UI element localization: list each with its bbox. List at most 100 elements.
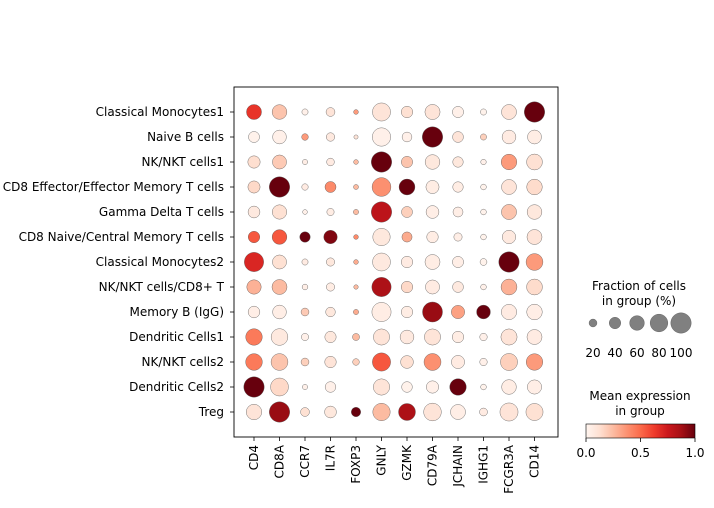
dot [270, 377, 289, 397]
dot [247, 155, 261, 169]
dot [372, 127, 391, 147]
gene-labels: CD4 CD8A CCR7 IL7R FOXP3 GNLY GZMK CD79A JCHAIN I… [247, 437, 542, 494]
size-legend-dot [588, 318, 598, 328]
size-legend-title-line2: in group (%) [602, 294, 676, 308]
dot [324, 381, 337, 393]
color-legend-title-line2: in group [615, 404, 665, 418]
dot [271, 279, 288, 295]
group-labels: Classical Monocytes1 Naive B cells NK/NKT … [3, 105, 234, 419]
dot [270, 353, 289, 371]
dot [301, 333, 309, 341]
dot [272, 204, 287, 220]
gene-label: IGHG1 [477, 445, 491, 484]
group-label: NK/NKT cells/CD8+ T [99, 280, 225, 294]
dot [326, 282, 335, 292]
dot [353, 209, 359, 215]
dot [480, 108, 487, 116]
gene-label: GZMK [400, 444, 414, 481]
group-label: Dendritic Cells1 [129, 330, 224, 344]
dot [526, 204, 543, 220]
colorbar-tick-label: 0.5 [631, 446, 650, 460]
dot [480, 183, 487, 191]
dot [399, 329, 415, 345]
dot [351, 407, 361, 417]
dot [425, 180, 440, 194]
dot [424, 254, 441, 270]
dot [479, 358, 488, 366]
dot [301, 183, 309, 191]
gene-label: CD4 [247, 445, 261, 470]
dot [371, 201, 392, 223]
dot [501, 179, 517, 195]
dot [452, 206, 464, 218]
dot [501, 104, 517, 120]
dot [479, 407, 488, 417]
dot [401, 256, 413, 268]
dot [422, 301, 443, 323]
dot [501, 304, 517, 320]
size-legend-title-line1: Fraction of cells [592, 279, 686, 293]
dot [325, 107, 336, 117]
dot [353, 259, 359, 265]
dot [300, 407, 310, 417]
dot [371, 302, 392, 322]
dot [326, 208, 335, 216]
dot [246, 404, 262, 420]
dot [352, 333, 360, 341]
dot [424, 328, 441, 346]
dot [425, 205, 440, 219]
dot [480, 133, 487, 141]
dot [373, 328, 390, 346]
dot [499, 402, 519, 422]
dot [425, 279, 440, 295]
group-label: Classical Monocytes1 [96, 105, 224, 119]
dot [300, 357, 310, 367]
dot [353, 159, 359, 165]
dot [272, 129, 287, 145]
dot [401, 131, 413, 143]
dot [422, 126, 443, 148]
dot [480, 283, 487, 291]
dot [424, 104, 441, 120]
size-legend-dot [609, 317, 621, 329]
size-legend-label: 40 [607, 346, 622, 360]
dot [324, 356, 337, 368]
group-label: NK/NKT cells1 [142, 155, 224, 169]
dot [401, 231, 413, 243]
dot [353, 309, 359, 315]
dot [524, 101, 545, 123]
dot [323, 230, 338, 244]
dot [300, 307, 310, 317]
dot [301, 258, 309, 266]
dot [301, 283, 309, 291]
dot [269, 401, 290, 423]
dot [398, 403, 416, 421]
dot [326, 157, 335, 167]
dot [527, 129, 542, 145]
dot [500, 353, 518, 371]
dot [480, 233, 487, 241]
dot [246, 279, 262, 295]
dot [301, 108, 309, 116]
dot [453, 232, 463, 242]
dot [325, 306, 336, 318]
dot [245, 353, 263, 371]
dot [451, 355, 465, 369]
dot [353, 234, 359, 240]
dot [372, 352, 391, 372]
dot [498, 251, 520, 273]
dot [401, 281, 413, 293]
dot [526, 278, 543, 296]
dot [353, 134, 359, 140]
group-label: CD8 Naive/Central Memory T cells [19, 230, 224, 244]
dot [372, 228, 391, 246]
dot [525, 253, 544, 271]
dot [324, 181, 337, 193]
dot [371, 151, 392, 173]
dot [452, 131, 464, 143]
dot [372, 403, 391, 421]
dot [426, 380, 439, 394]
colorbar-tick-label: 0.0 [576, 446, 595, 460]
dot [449, 378, 467, 396]
gene-label: JCHAIN [451, 445, 465, 488]
